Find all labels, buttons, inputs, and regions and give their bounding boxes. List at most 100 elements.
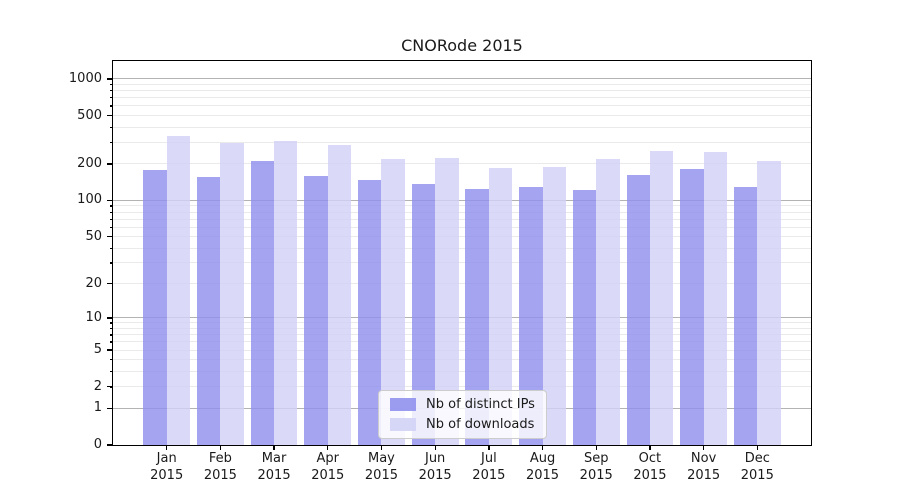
minor-gridline <box>113 226 811 228</box>
x-tick-mark <box>327 445 329 450</box>
y-minor-tick-mark <box>109 218 113 220</box>
x-tick-mark <box>273 445 275 450</box>
minor-gridline <box>113 211 811 213</box>
y-minor-tick-mark <box>109 349 113 351</box>
minor-gridline <box>113 283 811 285</box>
y-tick-mark <box>107 199 113 202</box>
y-minor-tick-mark <box>109 211 113 213</box>
x-tick-mark <box>219 445 222 450</box>
y-tick-label: 200 <box>77 155 102 171</box>
x-tick-mark <box>756 445 758 450</box>
x-tick-mark <box>649 445 651 450</box>
y-minor-tick-mark <box>109 371 113 373</box>
legend-label-distinct-ips: Nb of distinct IPs <box>426 397 535 412</box>
minor-gridline <box>113 236 811 238</box>
bar-downloads-nov <box>703 152 728 445</box>
minor-gridline <box>113 97 811 99</box>
y-minor-tick-mark <box>109 283 113 285</box>
y-minor-tick-mark <box>109 236 113 238</box>
minor-gridline <box>113 386 811 388</box>
legend: Nb of distinct IPs Nb of downloads <box>378 390 547 439</box>
y-minor-tick-mark <box>109 83 113 86</box>
bar-downloads-may <box>381 159 405 445</box>
y-tick-label: 500 <box>77 107 102 123</box>
minor-gridline <box>113 359 811 361</box>
minor-gridline <box>113 328 811 330</box>
bar-distinct-ips-oct <box>626 175 650 445</box>
y-tick-label: 10 <box>85 309 102 325</box>
y-minor-tick-mark <box>109 334 113 336</box>
y-minor-tick-mark <box>109 163 113 165</box>
bar-distinct-ips-dec <box>733 187 758 445</box>
chart-title: CNORode 2015 <box>401 36 523 55</box>
minor-gridline <box>113 341 811 343</box>
minor-gridline <box>113 90 811 92</box>
y-minor-tick-mark <box>109 247 113 249</box>
y-minor-tick-mark <box>109 205 113 207</box>
x-tick-label-feb: Feb 2015 <box>203 451 237 483</box>
x-tick-label-nov: Nov 2015 <box>687 451 721 483</box>
y-tick-label: 50 <box>85 228 102 244</box>
minor-gridline <box>113 349 811 351</box>
minor-gridline <box>113 262 811 264</box>
y-tick-label: 5 <box>93 342 102 358</box>
y-tick-label: 2 <box>93 378 102 394</box>
bar-distinct-ips-nov <box>680 169 704 445</box>
minor-gridline <box>113 163 811 165</box>
y-minor-tick-mark <box>109 226 113 228</box>
minor-gridline <box>113 105 811 107</box>
bar-distinct-ips-jan <box>143 170 167 445</box>
x-tick-label-oct: Oct 2015 <box>633 451 667 483</box>
bar-distinct-ips-jun <box>411 183 436 445</box>
minor-gridline <box>113 126 811 128</box>
minor-gridline <box>113 218 811 220</box>
x-tick-label-mar: Mar 2015 <box>257 451 291 483</box>
minor-gridline <box>113 115 811 116</box>
bar-downloads-jan <box>166 135 191 445</box>
bar-distinct-ips-aug <box>519 187 543 445</box>
legend-swatch-distinct-ips <box>390 398 416 411</box>
y-tick-mark <box>107 407 113 409</box>
minor-gridline <box>113 371 811 373</box>
y-tick-label: 20 <box>85 275 102 291</box>
x-tick-mark <box>488 445 490 450</box>
y-minor-tick-mark <box>109 142 113 144</box>
y-tick-label: 1 <box>93 400 102 416</box>
bar-downloads-jul <box>488 168 513 445</box>
plot-area <box>112 60 812 446</box>
minor-gridline <box>113 247 811 249</box>
minor-gridline <box>113 205 811 207</box>
bar-downloads-jun <box>435 157 459 445</box>
y-minor-tick-mark <box>109 341 113 343</box>
y-minor-tick-mark <box>109 322 113 324</box>
x-tick-mark <box>166 445 168 450</box>
y-minor-tick-mark <box>109 386 113 388</box>
x-tick-mark <box>380 445 383 450</box>
major-gridline <box>113 199 811 201</box>
x-tick-label-jun: Jun 2015 <box>418 451 452 483</box>
bar-downloads-aug <box>542 167 566 445</box>
y-minor-tick-mark <box>109 359 113 361</box>
legend-swatch-downloads <box>390 418 416 431</box>
y-tick-label: 100 <box>77 192 102 208</box>
y-tick-mark <box>107 444 113 446</box>
bar-downloads-oct <box>649 150 674 445</box>
y-minor-tick-mark <box>109 328 113 330</box>
x-tick-mark <box>434 445 436 450</box>
x-tick-label-jan: Jan 2015 <box>150 451 184 483</box>
legend-item-downloads: Nb of downloads <box>390 417 535 432</box>
y-minor-tick-mark <box>109 90 113 92</box>
x-tick-label-may: May 2015 <box>364 451 398 483</box>
minor-gridline <box>113 322 811 324</box>
y-minor-tick-mark <box>109 126 113 129</box>
x-tick-label-sep: Sep 2015 <box>579 451 613 483</box>
bar-downloads-apr <box>327 144 352 445</box>
major-gridline <box>113 78 811 80</box>
bar-distinct-ips-feb <box>196 177 221 445</box>
y-minor-tick-mark <box>109 262 113 264</box>
y-tick-mark <box>107 317 113 319</box>
minor-gridline <box>113 334 811 336</box>
bar-distinct-ips-jul <box>465 189 489 445</box>
x-tick-label-dec: Dec 2015 <box>740 451 774 483</box>
